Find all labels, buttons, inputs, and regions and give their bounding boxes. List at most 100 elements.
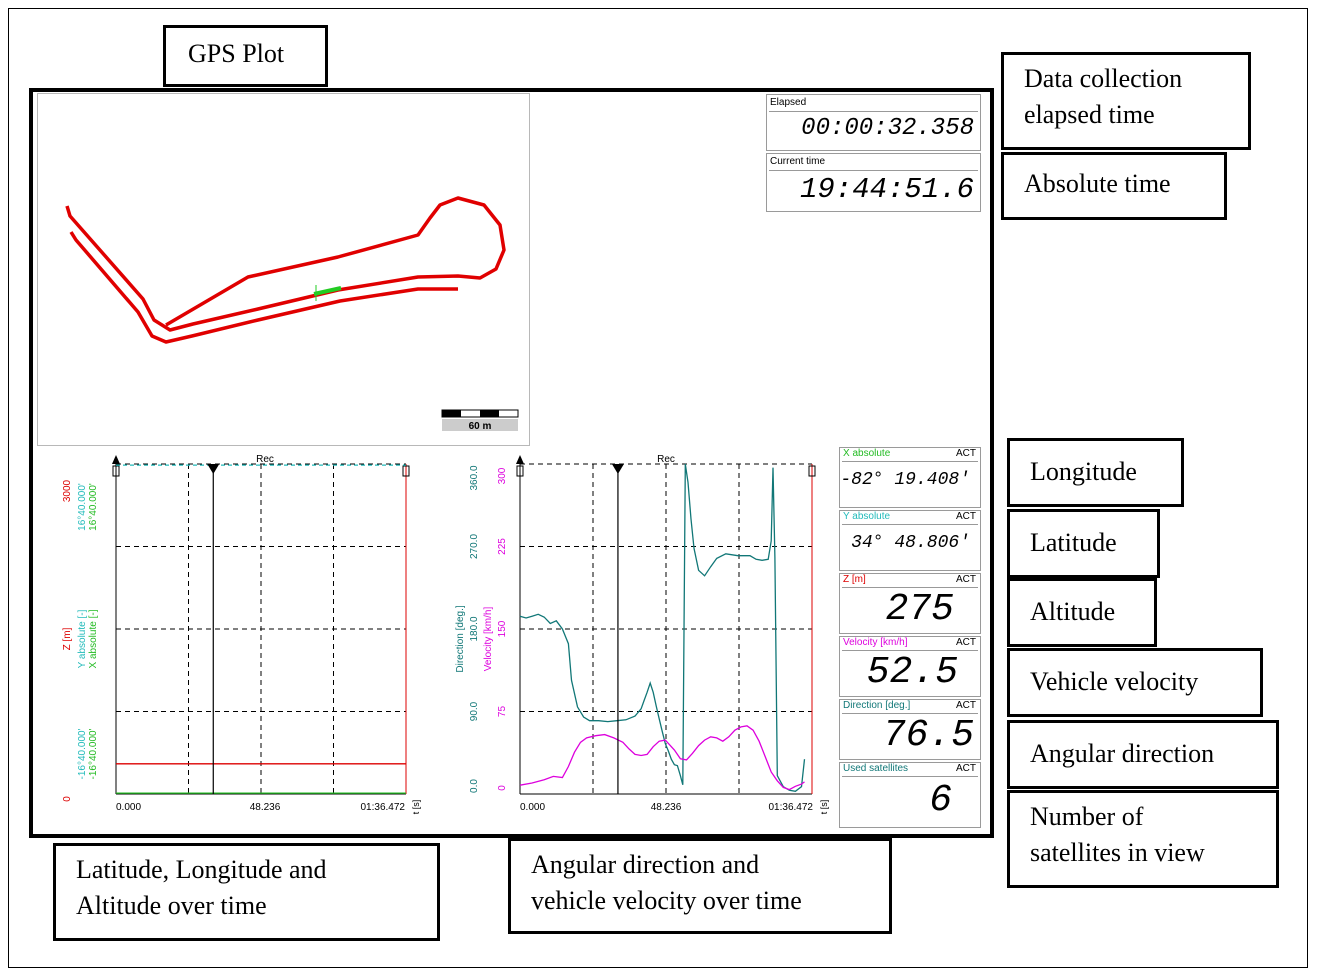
gps-track: [65, 196, 506, 332]
chart-lla-ylabel-y: Y absolute [-]: [77, 609, 88, 668]
time-cursor-handle[interactable]: [611, 464, 624, 474]
panel-satellites-value: 6: [929, 779, 952, 822]
panel-z: Z [m] ACT 275: [839, 573, 981, 634]
callout-latitude: Latitude: [1007, 509, 1160, 578]
chart-lla-xtick-2: 01:36.472: [361, 802, 406, 813]
callout-lla-line1: Latitude, Longitude and: [76, 855, 327, 884]
callout-lla-over-time: Latitude, Longitude and Altitude over ti…: [53, 843, 440, 941]
chart-lla-ytick-z-min: 0: [62, 796, 73, 802]
panel-direction-value: 76.5: [882, 714, 974, 757]
panel-satellites-act: ACT: [956, 763, 976, 774]
series-line-velocity-km-h: [519, 725, 805, 791]
figure-frame: [8, 8, 1308, 968]
left-scroll-handle[interactable]: [516, 465, 524, 477]
axis-arrow: [112, 455, 120, 464]
panel-x-absolute-label: X absolute: [843, 448, 891, 459]
panel-y-absolute-act: ACT: [956, 511, 976, 522]
panel-velocity-value: 52.5: [866, 651, 958, 694]
chart-lla-title: Rec: [256, 454, 274, 465]
panel-z-value: 275: [885, 588, 954, 631]
callout-gps-plot: GPS Plot: [163, 25, 328, 87]
callout-altitude: Altitude: [1007, 578, 1157, 647]
chart-lla-grid: [112, 455, 410, 795]
panel-velocity-label: Velocity [km/h]: [843, 637, 908, 648]
chart-lla-cursor: [207, 464, 220, 794]
chart-dv-ylabel-dir: Direction [deg.]: [455, 605, 466, 672]
callout-angular-direction: Angular direction: [1007, 720, 1279, 789]
elapsed-label: Elapsed: [770, 97, 807, 108]
ytick-velocity: 0: [497, 785, 508, 791]
ytick-velocity: 225: [497, 538, 508, 555]
chart-lla-ytick-x-max: 16°40.000': [88, 483, 99, 531]
software-screen: 60 m Elapsed 00:00:32.358 Current time 1…: [29, 88, 994, 838]
series-line-direction-deg: [519, 463, 806, 792]
chart-lla-xtick-0: 0.000: [116, 802, 141, 813]
chart-dv-cursor: [611, 464, 624, 794]
chart-dv-title: Rec: [657, 454, 675, 465]
panel-satellites: Used satellites ACT 6: [839, 762, 981, 828]
left-scroll-handle[interactable]: [112, 465, 120, 477]
callout-satellites-line1: Number of: [1030, 802, 1144, 831]
panel-x-absolute: X absolute ACT -82° 19.408': [839, 447, 981, 508]
chart-dv-xtick-0: 0.000: [520, 802, 545, 813]
ytick-direction: 360.0: [469, 465, 480, 490]
right-scroll-handle[interactable]: [808, 465, 816, 477]
gps-plot: 60 m: [37, 93, 530, 446]
panel-y-absolute-label: Y absolute: [843, 511, 891, 522]
chart-dv-xtick-1: 48.236: [651, 802, 682, 813]
gps-track-inner: [69, 231, 458, 344]
chart-dv-grid: [516, 455, 816, 795]
map-scale-label: 60 m: [469, 421, 492, 432]
position-marker: [313, 285, 342, 301]
ytick-velocity: 75: [497, 706, 508, 718]
panel-velocity: Velocity [km/h] ACT 52.5: [839, 636, 981, 697]
ytick-direction: 0.0: [469, 779, 480, 793]
panel-x-absolute-act: ACT: [956, 448, 976, 459]
chart-lla-series: [116, 464, 406, 794]
chart-lla-xunit: t [s]: [411, 800, 421, 815]
ytick-velocity: 150: [497, 620, 508, 637]
chart-dv-ylabel-vel: Velocity [km/h]: [483, 607, 494, 672]
elapsed-value: 00:00:32.358: [801, 115, 974, 142]
current-time-label: Current time: [770, 156, 826, 167]
map-scale-bar: 60 m: [441, 409, 519, 432]
panel-y-absolute-value: 34° 48.806': [851, 533, 970, 553]
chart-dv-xtick-2: 01:36.472: [769, 802, 814, 813]
right-scroll-handle[interactable]: [402, 465, 410, 477]
axis-arrow: [516, 455, 524, 464]
ytick-velocity: 300: [497, 467, 508, 484]
chart-lla-ytick-z-max: 3000: [62, 479, 73, 502]
panel-direction-act: ACT: [956, 700, 976, 711]
time-cursor-handle[interactable]: [207, 464, 220, 474]
ytick-direction: 270.0: [469, 534, 480, 559]
chart-lla-ytick-x-min: -16°40.000': [88, 728, 99, 779]
elapsed-time-display: Elapsed 00:00:32.358: [766, 94, 981, 151]
panel-z-label: Z [m]: [843, 574, 866, 585]
chart-lla-ytick-y-min: -16°40.000': [77, 728, 88, 779]
panel-satellites-label: Used satellites: [843, 763, 909, 774]
chart-lla: Rec Z [m] Y absolute [-] X absolute [-] …: [62, 454, 421, 815]
callout-vehicle-velocity: Vehicle velocity: [1007, 648, 1263, 717]
panel-y-absolute: Y absolute ACT 34° 48.806': [839, 510, 981, 571]
chart-lla-ylabel-z: Z [m]: [62, 627, 73, 650]
callout-longitude: Longitude: [1007, 438, 1184, 507]
chart-lla-xtick-1: 48.236: [250, 802, 281, 813]
callout-dir-vel-over-time: Angular direction and vehicle velocity o…: [508, 838, 892, 934]
callout-absolute-time: Absolute time: [1001, 152, 1227, 220]
panel-velocity-act: ACT: [956, 637, 976, 648]
callout-lla-line2: Altitude over time: [76, 891, 267, 920]
gps-track-svg: 60 m: [65, 196, 519, 432]
callout-satellites: Number of satellites in view: [1007, 790, 1279, 888]
current-time-value: 19:44:51.6: [799, 173, 974, 206]
callout-dirvel-line2: vehicle velocity over time: [531, 886, 802, 915]
panel-x-absolute-value: -82° 19.408': [840, 470, 970, 490]
callout-dirvel-line1: Angular direction and: [531, 850, 760, 879]
ytick-direction: 180.0: [469, 616, 480, 641]
panel-direction-label: Direction [deg.]: [843, 700, 911, 711]
current-time-display: Current time 19:44:51.6: [766, 153, 981, 212]
chart-lla-ylabel-x: X absolute [-]: [88, 609, 99, 668]
callout-elapsed-time: Data collection elapsed time: [1001, 52, 1251, 150]
chart-dv-xunit: t [s]: [819, 800, 829, 815]
chart-dir-vel: Rec Direction [deg.] Velocity [km/h] 0.0…: [455, 454, 829, 815]
callout-satellites-line2: satellites in view: [1030, 838, 1205, 867]
